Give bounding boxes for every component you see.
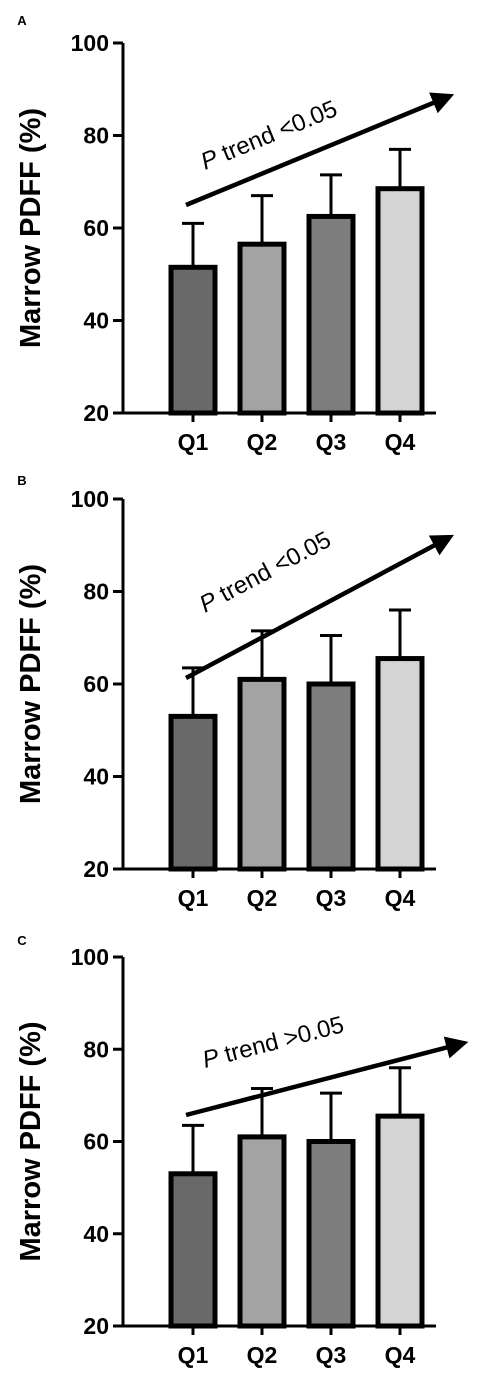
y-tick-label: 100 [71,30,109,56]
bar-chart-c: C Marrow PDFF (%) Q1 Q2 Q3 Q4 20 40 60 80 100 P tre… [15,933,469,1368]
y-axis-title: Marrow PDFF (%) [15,108,47,348]
bar-q3 [306,213,356,416]
y-tick-label: 80 [83,1036,109,1062]
x-tick-label: Q2 [247,429,278,455]
trend-annotation: P trend <0.05 [195,526,335,618]
trend-text: trend >0.05 [215,1011,346,1069]
trend-arrow [185,92,455,208]
bar-q4 [375,656,425,872]
y-tick-label: 40 [83,764,109,790]
trend-text: trend <0.05 [212,95,341,169]
chart-panel-c: C Marrow PDFF (%) Q1 Q2 Q3 Q4 20 40 60 80 100 P tre… [0,920,499,1381]
y-tick-label: 60 [83,215,109,241]
trend-arrow [185,1036,469,1118]
bar-q4 [375,186,425,416]
x-tick-label: Q3 [316,885,347,911]
y-tick-label: 100 [71,486,109,512]
x-tick-label: Q3 [316,1342,347,1368]
x-tick-label: Q1 [178,429,209,455]
x-tick-label: Q4 [385,429,416,455]
bar-q1 [168,264,218,416]
bar-q2 [237,241,287,416]
trend-arrow [184,534,454,680]
trend-text: trend <0.05 [209,526,335,610]
bar-q1 [168,713,218,872]
y-tick-label: 100 [71,944,109,970]
x-tick-label: Q4 [385,1342,416,1368]
y-tick-label: 80 [83,579,109,605]
bar-q2 [237,1134,287,1329]
bar-chart-b: B Marrow PDFF (%) Q1 Q2 Q3 Q4 20 40 60 80 100 P tre… [15,473,454,911]
y-tick-label: 20 [83,400,109,426]
y-tick-label: 60 [83,671,109,697]
y-tick-label: 40 [83,1221,109,1247]
bar-q4 [375,1113,425,1329]
x-tick-label: Q2 [247,885,278,911]
x-tick-label: Q2 [247,1342,278,1368]
chart-panel-b: B Marrow PDFF (%) Q1 Q2 Q3 Q4 20 40 60 80 100 P tre… [0,460,499,920]
x-tick-label: Q1 [178,885,209,911]
bar-q3 [306,1139,356,1329]
bar-q3 [306,681,356,872]
y-tick-label: 40 [83,308,109,334]
x-tick-label: Q1 [178,1342,209,1368]
panel-letter: A [17,13,27,28]
trend-p-symbol: P [200,1044,222,1074]
y-tick-label: 80 [83,123,109,149]
trend-annotation: P trend <0.05 [197,95,341,175]
bar-chart-a: A Marrow PDFF (%) Q1 Q2 Q3 Q4 20 40 60 80 100 P tre… [15,13,455,455]
trend-annotation: P trend >0.05 [200,1011,347,1073]
y-tick-label: 20 [83,1313,109,1339]
panel-letter: C [17,933,27,948]
bar-q2 [237,676,287,872]
bar-q1 [168,1171,218,1329]
y-tick-label: 20 [83,856,109,882]
x-tick-label: Q4 [385,885,416,911]
y-axis-title: Marrow PDFF (%) [15,1021,47,1261]
chart-panel-a: A Marrow PDFF (%) Q1 Q2 Q3 Q4 20 40 60 80 100 P tre… [0,0,499,460]
x-tick-label: Q3 [316,429,347,455]
panel-letter: B [17,473,26,488]
y-tick-label: 60 [83,1129,109,1155]
y-axis-title: Marrow PDFF (%) [15,564,47,804]
